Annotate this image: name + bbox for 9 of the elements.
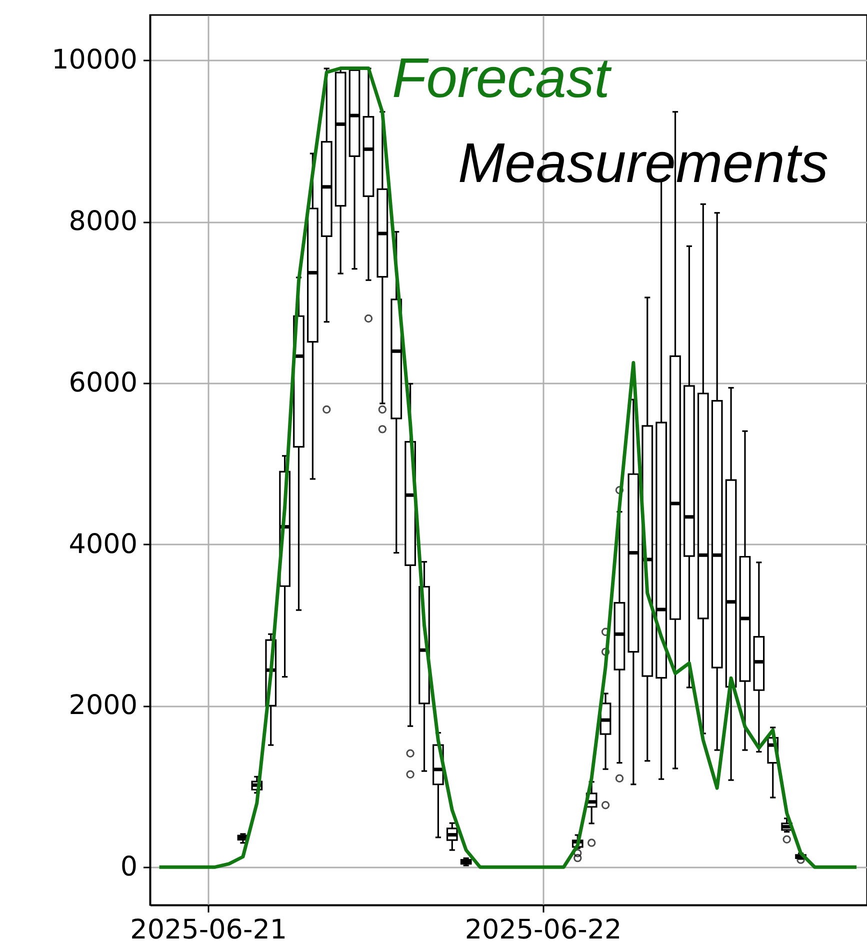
y-tick-label: 2000 [68, 690, 138, 722]
series-label: Forecast [392, 46, 612, 109]
y-tick-label: 0 [120, 852, 138, 883]
y-tick-label: 8000 [68, 206, 138, 238]
y-tick-label: 10000 [52, 44, 138, 76]
x-tick-label: 2025-06-22 [464, 914, 622, 946]
y-tick-label: 4000 [68, 528, 138, 560]
x-tick-label: 2025-06-21 [130, 914, 288, 946]
y-tick-label: 6000 [68, 367, 138, 398]
